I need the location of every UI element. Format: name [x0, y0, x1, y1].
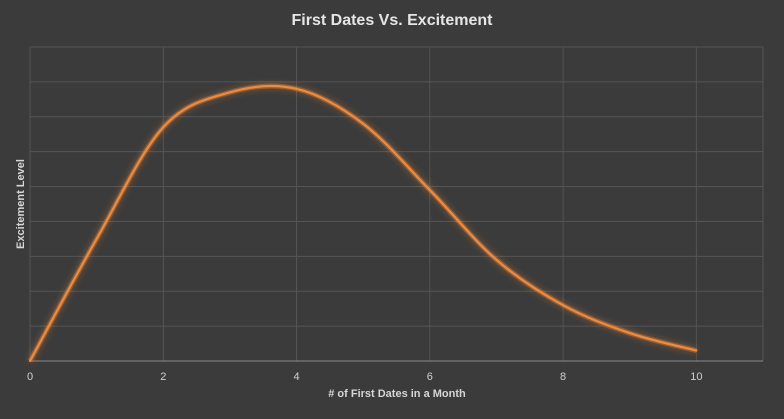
x-tick-label: 2: [160, 371, 166, 383]
x-tick-label: 6: [427, 371, 433, 383]
chart-title: First Dates Vs. Excitement: [291, 12, 493, 29]
series-layer: [27, 83, 698, 363]
grid: [29, 46, 764, 361]
data-point: [229, 91, 231, 93]
data-point: [562, 304, 564, 306]
data-point: [296, 88, 298, 90]
y-axis-label: Excitement Level: [15, 159, 27, 249]
data-point: [96, 238, 98, 240]
data-point: [695, 350, 697, 352]
x-axis-label: # of First Dates in a Month: [328, 388, 466, 400]
data-point: [429, 189, 431, 191]
x-tick-labels: 0 2 4 6 8 10: [27, 371, 703, 383]
series-line: [28, 84, 698, 363]
data-point: [29, 360, 31, 362]
data-point: [629, 332, 631, 334]
x-tick-label: 10: [690, 371, 702, 383]
data-point: [162, 126, 164, 128]
x-tick-label: 8: [560, 371, 566, 383]
x-tick-label: 0: [27, 371, 33, 383]
data-point: [362, 123, 364, 125]
data-point: [495, 259, 497, 261]
x-tick-label: 4: [293, 371, 299, 383]
